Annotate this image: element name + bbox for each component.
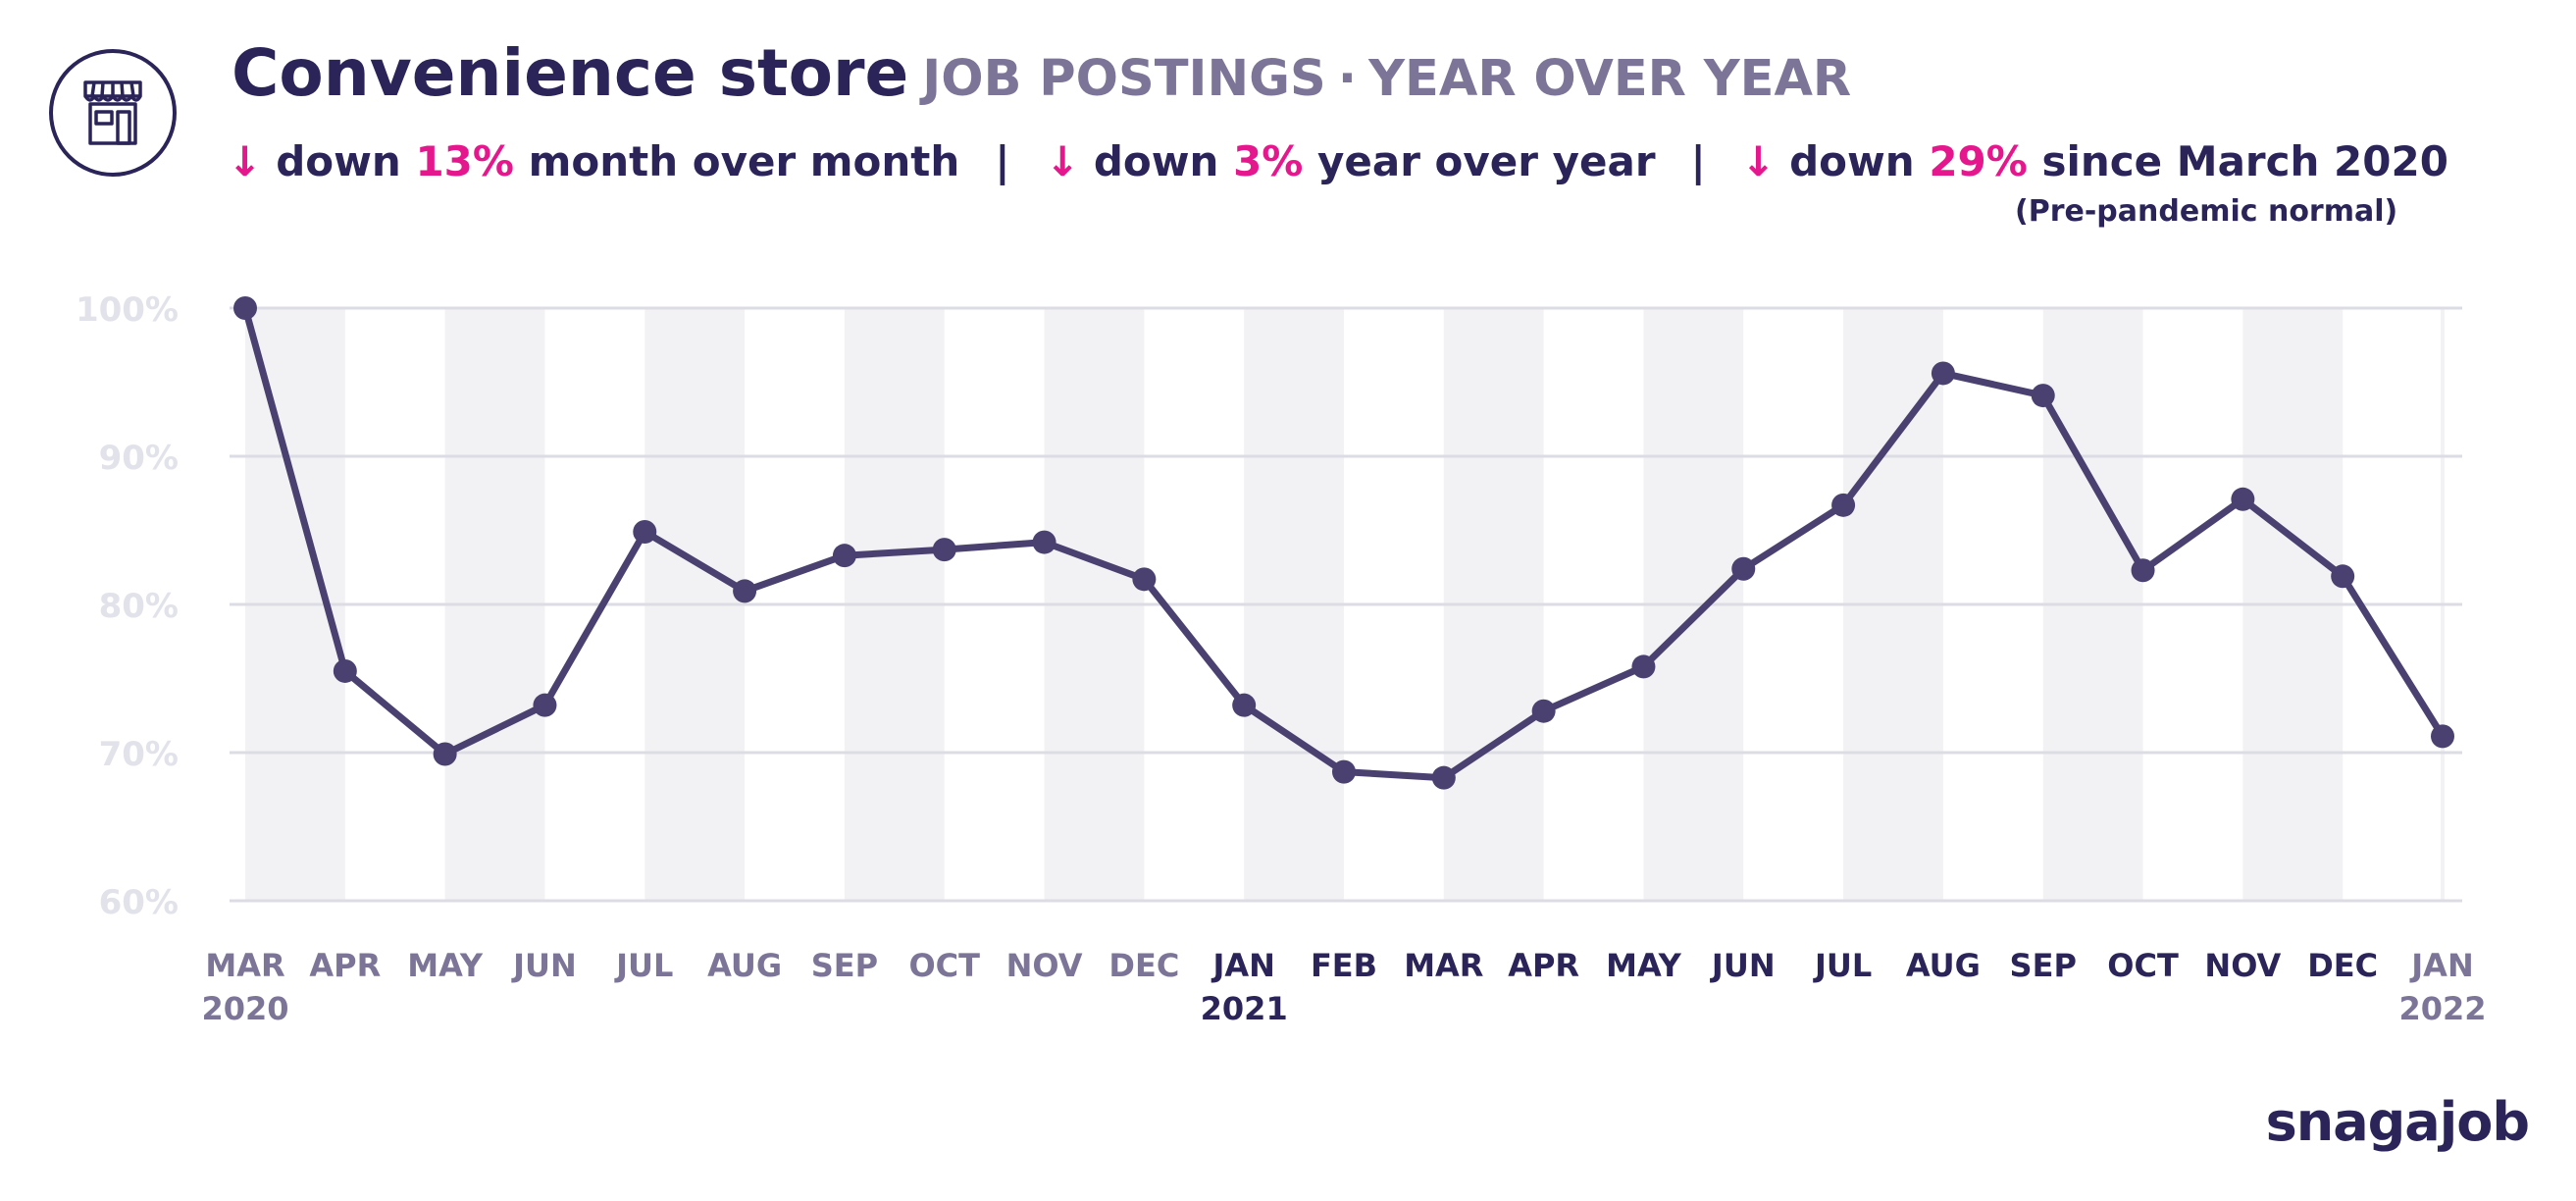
y-tick-label: 70% [99,735,179,774]
data-point [233,296,257,320]
subtitle-separator: · [1337,50,1358,108]
data-point [2331,564,2355,589]
x-tick-label: JAN [1211,947,1274,984]
data-point [2031,384,2055,408]
data-point [633,520,657,545]
x-tick-label: MAY [407,947,484,984]
x-tick-label: MAR [205,947,284,984]
stat-month-over-month: ↓ down 13% month over month [228,137,959,185]
x-axis: MAR 2020 APR MAY JUN JUL AUG SEP OCT NOV DEC JAN 202… [201,947,2486,1027]
x-tick-label: DEC [2307,947,2378,984]
x-tick-label: FEB [1311,947,1377,984]
chart-series [233,296,2454,790]
y-tick-label: 90% [99,439,179,478]
page-subtitle-2: YEAR OVER YEAR [1368,50,1852,108]
data-point [1531,699,1556,723]
page-title: Convenience store [232,35,909,111]
x-tick-label: JUL [1813,947,1872,984]
x-tick-label: AUG [1906,947,1981,984]
x-tick-label: OCT [2107,947,2179,984]
stat-note: (Pre-pandemic normal) [2015,194,2398,229]
stat-separator: | [1690,137,1706,185]
data-point [1332,759,1356,784]
stat-prefix: down [1789,137,1915,185]
x-tick-label: MAY [1606,947,1682,984]
brand-logo: snagajob [2265,1091,2530,1153]
stats-row: ↓ down 13% month over month | ↓ down 3% year… [228,137,2448,185]
stat-prefix: down [276,137,401,185]
data-point [2131,558,2155,583]
data-point [1631,654,1656,679]
x-tick-label: AUG [707,947,782,984]
stat-suffix: month over month [528,137,960,185]
x-year-label: 2020 [201,990,288,1027]
y-tick-label: 80% [99,587,179,626]
x-tick-label: JAN [2409,947,2473,984]
stat-suffix: year over year [1317,137,1656,185]
data-point [1431,765,1456,790]
stat-value: 13% [415,137,514,185]
stat-value: 29% [1929,137,2028,185]
x-tick-label: APR [309,947,381,984]
down-arrow-icon: ↓ [1740,137,1777,185]
data-point [1232,693,1257,717]
x-tick-label: JUN [511,947,577,984]
y-tick-label: 100% [76,290,179,330]
y-tick-label: 60% [99,883,179,922]
storefront-icon [49,49,177,177]
x-tick-label: JUL [614,947,673,984]
data-point [333,658,357,683]
data-point [433,742,457,766]
x-year-label: 2021 [1201,990,1288,1027]
chart-grid [230,306,2462,903]
data-point [1731,556,1756,581]
title-row: Convenience store JOB POSTINGS · YEAR OVER … [232,35,1851,111]
data-point [2431,724,2454,749]
stat-separator: | [995,137,1010,185]
x-tick-label: DEC [1108,947,1179,984]
data-point [533,693,557,717]
stat-value: 3% [1233,137,1304,185]
stat-suffix: since March 2020 [2041,137,2448,185]
x-tick-label: NOV [2204,947,2281,984]
data-point [733,579,757,603]
x-tick-label: OCT [908,947,980,984]
stat-since-march-2020: ↓ down 29% since March 2020 [1741,137,2448,185]
x-tick-label: MAR [1404,947,1483,984]
x-tick-label: APR [1508,947,1579,984]
y-axis: 60% 70% 80% 90% 100% [76,290,179,922]
x-tick-label: JUN [1710,947,1776,984]
x-tick-label: SEP [2010,947,2077,984]
data-point [1831,493,1856,517]
down-arrow-icon: ↓ [1045,137,1080,185]
data-point [932,538,956,562]
stat-year-over-year: ↓ down 3% year over year [1046,137,1656,185]
x-tick-label: NOV [1006,947,1083,984]
x-tick-label: SEP [811,947,878,984]
x-year-label: 2022 [2398,990,2486,1027]
data-point [2231,487,2255,511]
stat-prefix: down [1093,137,1219,185]
data-point [1032,530,1056,554]
page-subtitle: JOB POSTINGS [922,50,1326,108]
header: Convenience store JOB POSTINGS · YEAR OVER … [0,0,2576,255]
down-arrow-icon: ↓ [228,137,263,185]
data-point [1931,361,1955,386]
data-point [1132,567,1157,592]
data-point [832,544,856,568]
